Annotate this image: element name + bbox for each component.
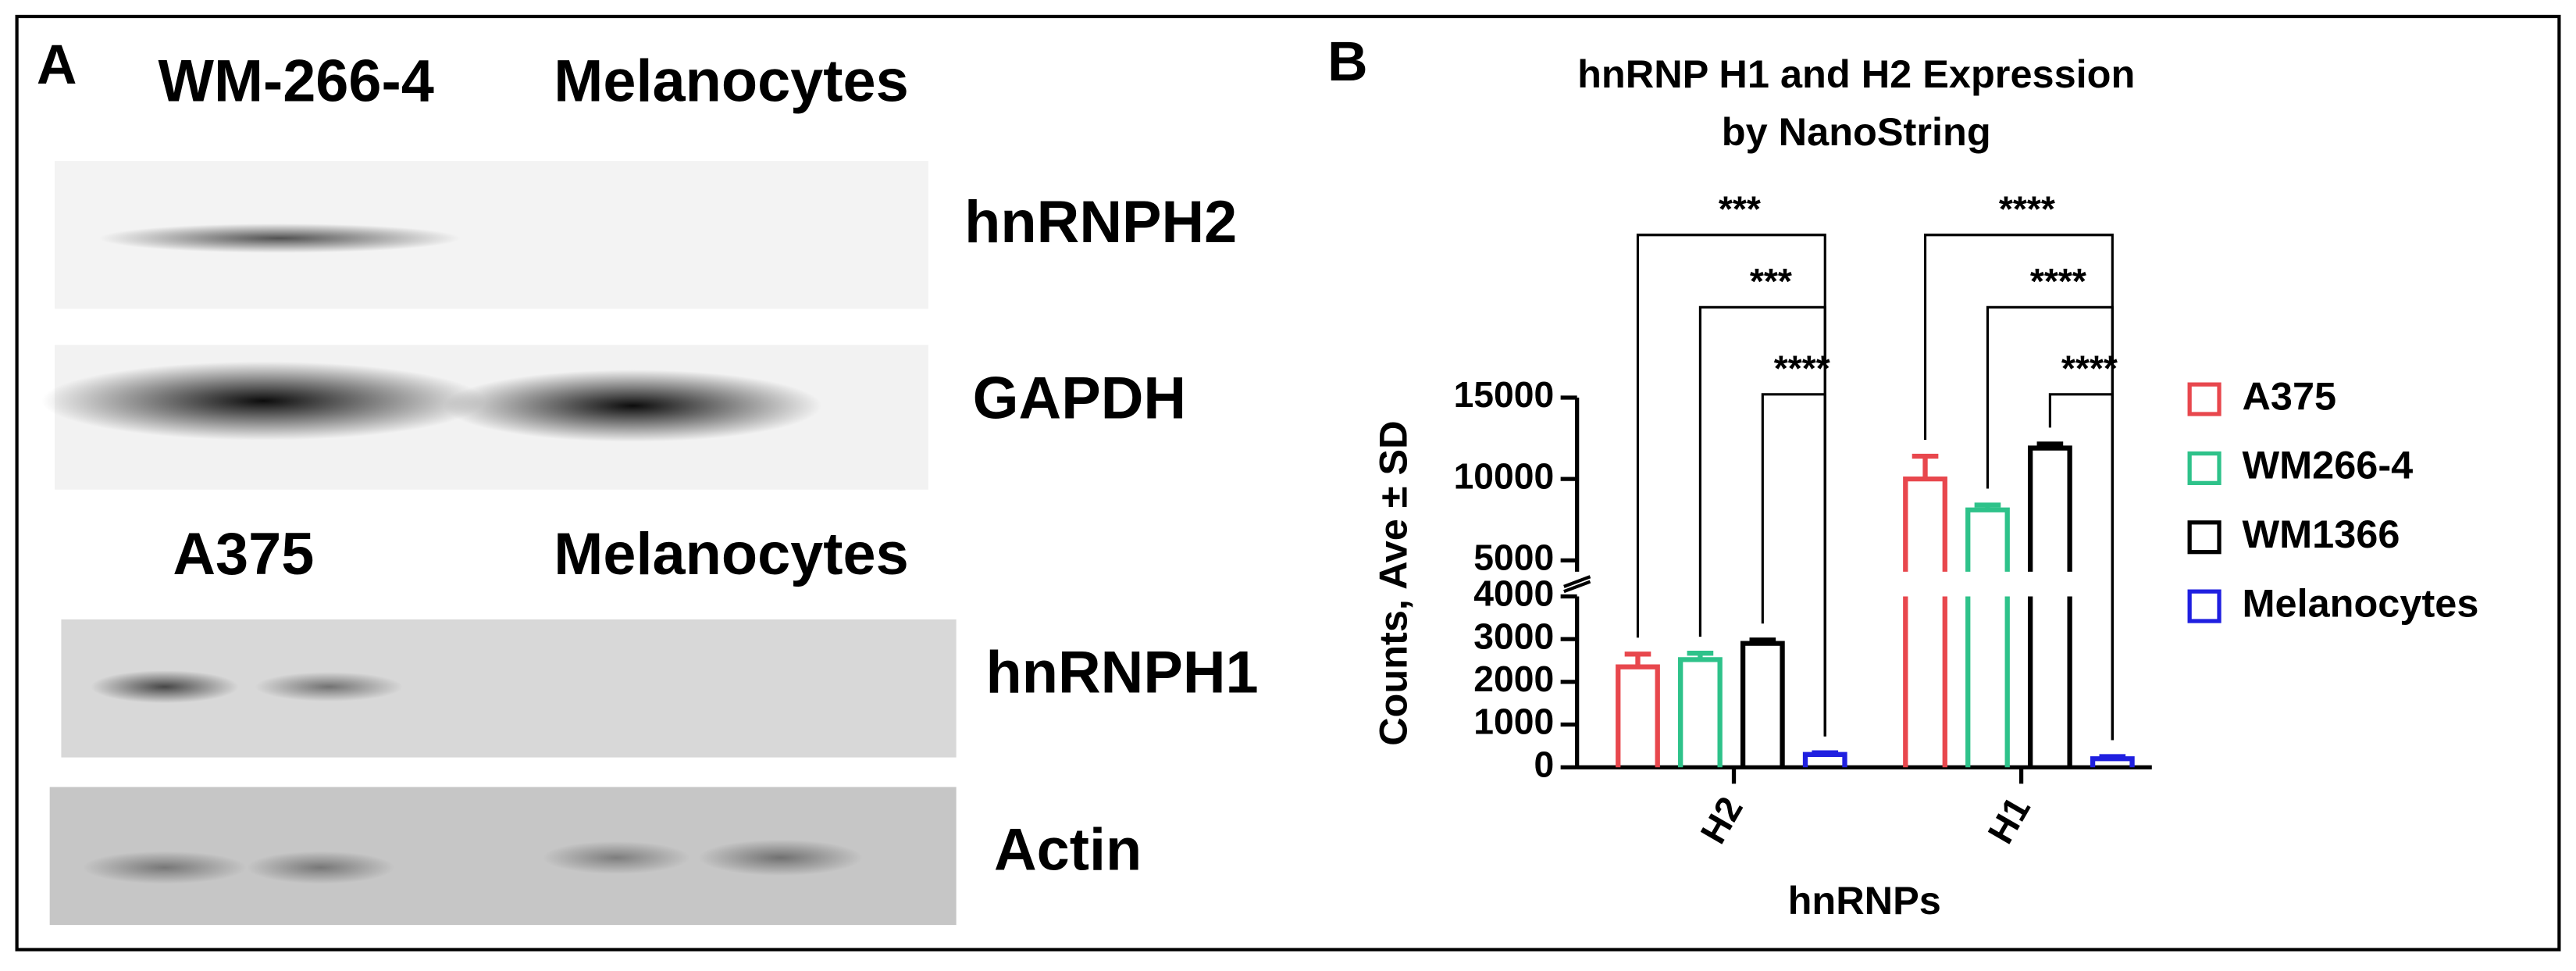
band [698, 839, 863, 876]
band-label: hnRNPH1 [986, 640, 1259, 706]
band [255, 672, 403, 702]
panel-label: A [37, 34, 77, 96]
x-axis-label: hnRNPs [1788, 878, 1941, 923]
y-axis-label: Counts, Ave ± SD [1371, 420, 1416, 746]
legend-swatch [2187, 520, 2221, 555]
error-bar [2099, 754, 2126, 759]
band [444, 369, 822, 442]
band-label: hnRNPH2 [964, 189, 1237, 255]
error-bar [1749, 637, 1776, 644]
y-tick-label: 0 [1534, 744, 1554, 784]
error-bar [1624, 651, 1651, 667]
error-bar [1974, 502, 2001, 510]
legend-swatch [2187, 382, 2221, 416]
significance-label: **** [1999, 189, 2055, 230]
legend-label: WM1366 [2242, 512, 2400, 556]
significance-label: **** [2061, 348, 2118, 389]
axis-break [1563, 575, 1591, 594]
y-tick-label: 1000 [1473, 701, 1554, 742]
y-tick-label: 2000 [1473, 659, 1554, 699]
significance-bracket [2048, 393, 2114, 741]
bar [1616, 664, 1660, 768]
panel-label: B [1327, 30, 1368, 93]
legend-label: Melanocytes [2242, 580, 2478, 625]
error-bar [1912, 453, 1939, 480]
legend-swatch [2187, 451, 2221, 485]
error-bar [2036, 441, 2064, 448]
lane-label: WM-266-4 [158, 48, 433, 114]
bar [1903, 477, 1947, 768]
lane-label: Melanocytes [554, 48, 908, 114]
error-bar [1812, 750, 1839, 755]
band-label: GAPDH [973, 365, 1186, 431]
significance-label: **** [2030, 261, 2086, 302]
band [41, 361, 486, 441]
significance-bracket [1761, 393, 1826, 737]
legend-label: A375 [2242, 373, 2336, 418]
band [82, 851, 248, 884]
y-tick-label: 4000 [1473, 573, 1554, 614]
significance-label: *** [1750, 261, 1792, 302]
y-tick-label: 3000 [1473, 616, 1554, 656]
band [247, 851, 395, 884]
legend-swatch [2187, 589, 2221, 623]
y-tick-label: 15000 [1454, 374, 1555, 415]
significance-label: **** [1774, 348, 1830, 389]
chart-title: by NanoString [1722, 109, 1991, 154]
y-tick-label: 10000 [1454, 455, 1555, 496]
y-tick-label: 5000 [1473, 537, 1554, 578]
band [91, 670, 239, 704]
significance-label: *** [1719, 189, 1761, 230]
band [98, 223, 461, 253]
lane-label: A375 [173, 521, 314, 587]
band [542, 841, 690, 874]
error-bar [1687, 651, 1714, 660]
band-label: Actin [994, 817, 1142, 884]
lane-label: Melanocytes [554, 521, 908, 587]
legend-label: WM266-4 [2242, 443, 2413, 487]
chart-title: hnRNP H1 and H2 Expression [1577, 52, 2135, 96]
